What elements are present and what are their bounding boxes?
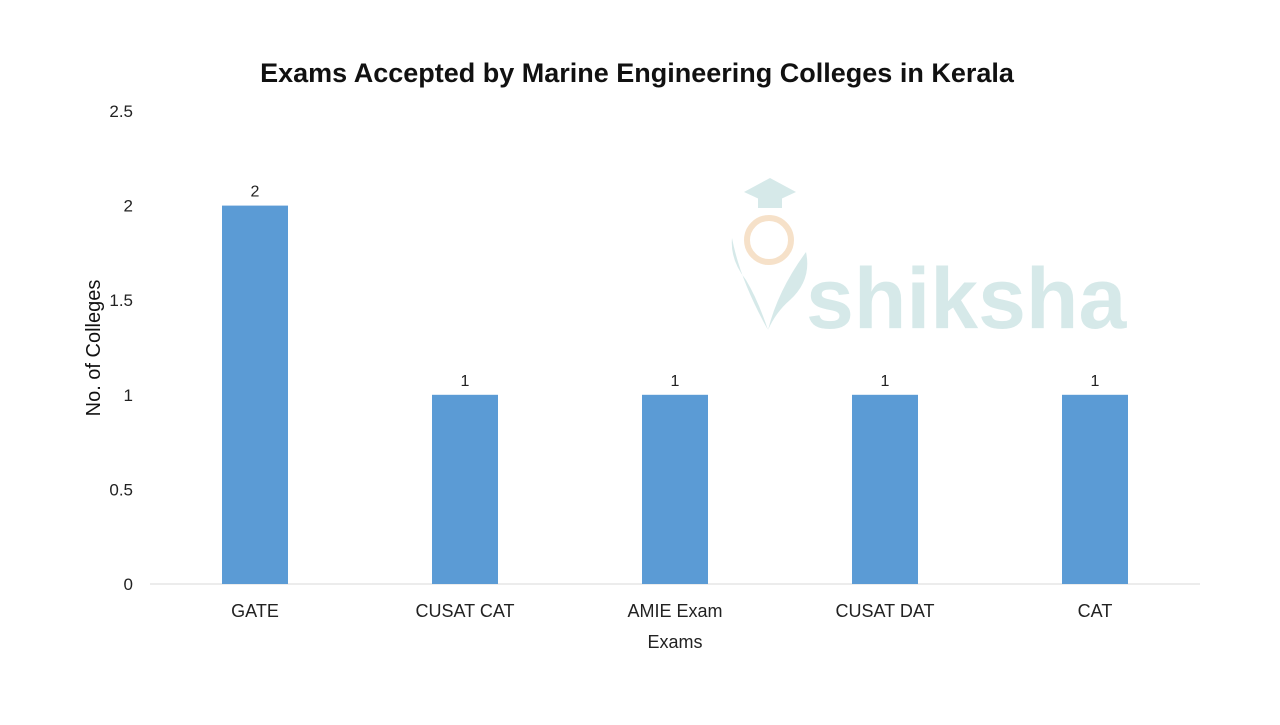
- y-tick-label: 1: [124, 386, 133, 405]
- y-tick-label: 0: [124, 575, 133, 594]
- y-tick-label: 1.5: [109, 291, 133, 310]
- y-tick-label: 0.5: [109, 480, 133, 499]
- watermark-text: shiksha: [806, 251, 1127, 347]
- bar: [222, 205, 288, 584]
- data-label: 2: [251, 184, 260, 201]
- data-label: 1: [1091, 373, 1100, 390]
- chart-title: Exams Accepted by Marine Engineering Col…: [260, 58, 1015, 88]
- watermark-pen-nib-icon: [731, 238, 808, 330]
- data-label: 1: [881, 373, 890, 390]
- y-axis-ticks: 0 0.5 1 1.5 2 2.5: [109, 102, 133, 594]
- x-tick-label: CUSAT DAT: [835, 601, 934, 621]
- x-axis-ticks: GATE CUSAT CAT AMIE Exam CUSAT DAT CAT: [231, 601, 1112, 621]
- x-axis-label: Exams: [647, 632, 702, 652]
- x-tick-label: CUSAT CAT: [415, 601, 514, 621]
- data-label: 1: [671, 373, 680, 390]
- y-tick-label: 2: [124, 197, 133, 216]
- bar: [432, 394, 498, 584]
- x-tick-label: GATE: [231, 601, 279, 621]
- graduation-cap-icon: [744, 178, 796, 204]
- data-label: 1: [461, 373, 470, 390]
- shiksha-watermark-logo: shiksha: [731, 178, 1127, 347]
- bar-series: [222, 205, 1128, 584]
- graduation-cap-base-icon: [758, 196, 782, 208]
- watermark-head-ring-icon: [744, 215, 794, 265]
- bar: [1062, 394, 1128, 584]
- bar: [852, 394, 918, 584]
- y-tick-label: 2.5: [109, 102, 133, 121]
- data-labels: 2 1 1 1 1: [251, 184, 1100, 390]
- bar: [642, 394, 708, 584]
- y-axis-label: No. of Colleges: [83, 280, 105, 417]
- x-tick-label: AMIE Exam: [627, 601, 722, 621]
- x-tick-label: CAT: [1078, 601, 1113, 621]
